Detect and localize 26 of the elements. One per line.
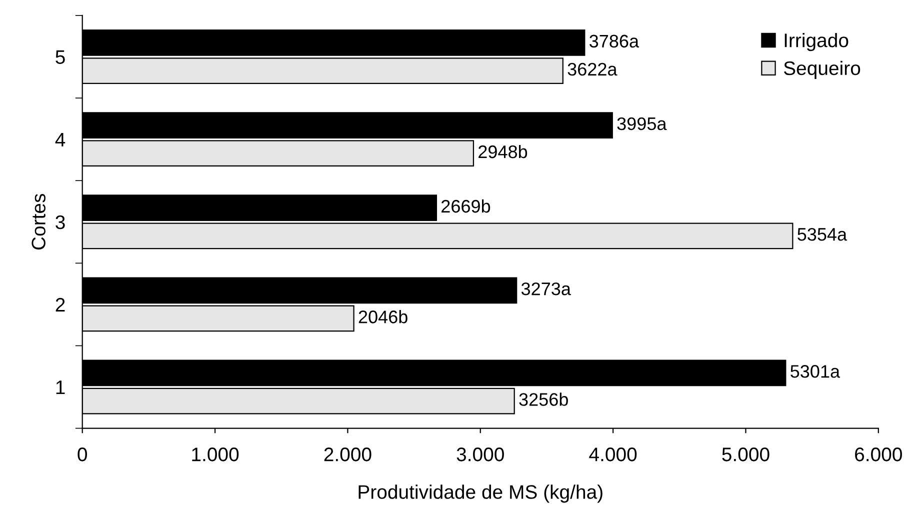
x-tick-label: 5.000 xyxy=(722,448,770,462)
y-tick-label: 1 xyxy=(56,380,65,394)
data-label: 5354a xyxy=(798,228,848,241)
data-label: 3273a xyxy=(521,282,571,296)
y-axis-title: Cortes xyxy=(32,194,46,250)
data-label: 3622a xyxy=(568,62,618,76)
legend-label: Sequeiro xyxy=(784,60,860,79)
data-label: 2046b xyxy=(358,310,408,324)
x-tick-label: 3.000 xyxy=(456,448,504,462)
x-tick-label: 4.000 xyxy=(589,448,637,462)
x-tick-label: 1.000 xyxy=(192,448,239,462)
y-tick-label: 5 xyxy=(56,50,65,64)
data-label: 2669b xyxy=(442,199,490,213)
x-tick-label: 0 xyxy=(78,448,87,462)
y-tick-label: 3 xyxy=(56,215,65,230)
x-tick-label: 6.000 xyxy=(855,448,902,462)
y-tick-label: 2 xyxy=(56,298,65,312)
legend-label: Irrigado xyxy=(784,32,848,52)
x-axis-title: Produtividade de MS (kg/ha) xyxy=(358,484,602,503)
x-tick-label: 2.000 xyxy=(324,448,372,462)
y-tick-label: 4 xyxy=(55,132,66,146)
data-label: 3256b xyxy=(519,392,568,406)
data-label: 3995a xyxy=(617,117,667,130)
data-label: 2948b xyxy=(478,144,528,158)
data-label: 5301a xyxy=(790,365,840,378)
data-label: 3786a xyxy=(590,34,640,48)
